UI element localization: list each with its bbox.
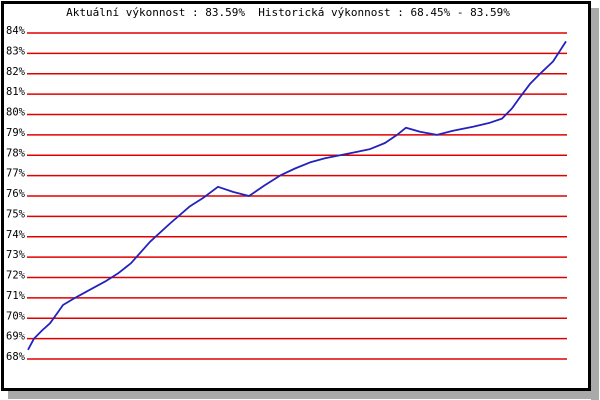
y-tick-label: 82% xyxy=(6,66,26,78)
y-tick-label: 73% xyxy=(6,249,26,261)
window-shadow-right xyxy=(591,8,599,400)
y-tick-label: 76% xyxy=(6,188,26,200)
y-tick-label: 75% xyxy=(6,208,26,220)
performance-line xyxy=(27,40,567,351)
y-tick-label: 77% xyxy=(6,168,26,180)
y-tick-label: 79% xyxy=(6,127,26,139)
y-tick-label: 80% xyxy=(6,107,26,119)
y-tick-label: 72% xyxy=(6,270,26,282)
y-tick-label: 84% xyxy=(6,25,26,37)
y-tick-label: 70% xyxy=(6,310,26,322)
y-tick-label: 69% xyxy=(6,331,26,343)
y-tick-label: 78% xyxy=(6,147,26,159)
y-tick-label: 71% xyxy=(6,290,26,302)
window-shadow-bottom xyxy=(8,391,599,399)
y-tick-label: 81% xyxy=(6,86,26,98)
y-tick-label: 83% xyxy=(6,45,26,57)
y-tick-label: 68% xyxy=(6,351,26,363)
y-tick-label: 74% xyxy=(6,229,26,241)
chart-title: Aktuální výkonnost : 83.59% Historická v… xyxy=(66,6,510,19)
